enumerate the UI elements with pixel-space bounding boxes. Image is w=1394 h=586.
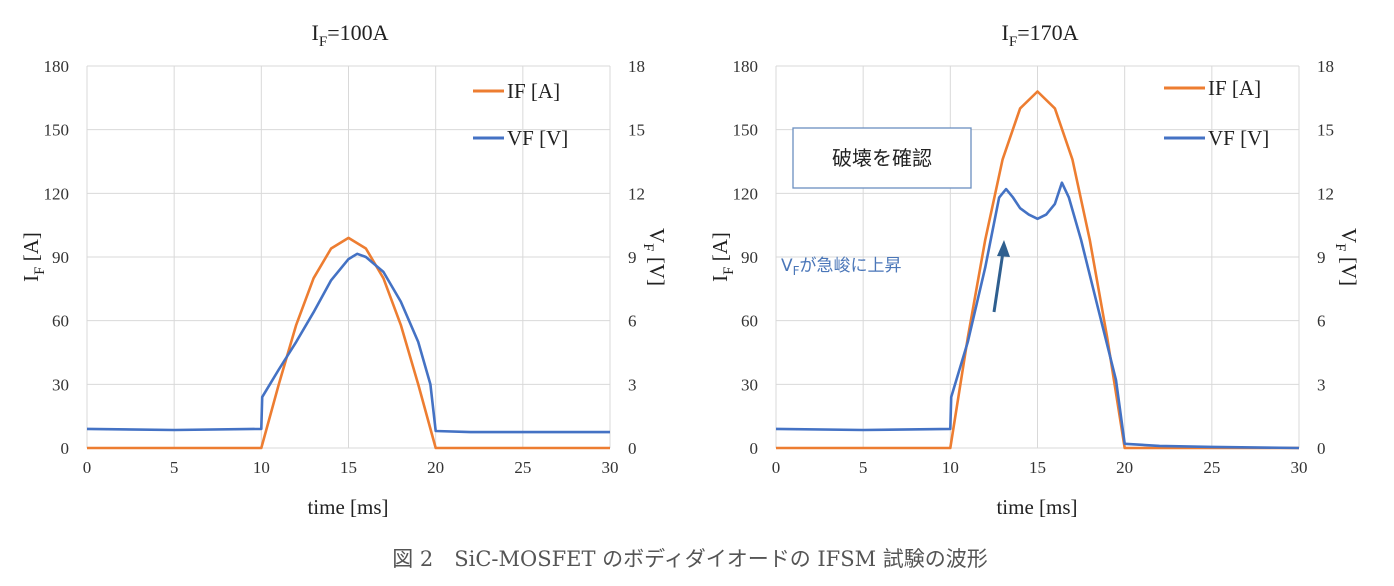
y2-tick-18: 18	[1317, 57, 1334, 76]
y2-tick-12: 12	[1317, 184, 1334, 203]
y-axis-label: IF [A]	[708, 232, 737, 282]
y2-tick-6: 6	[1317, 312, 1326, 331]
legend-label-if: IF [A]	[1208, 76, 1261, 100]
annotation: VFが急峻に上昇	[781, 240, 1010, 313]
x-axis-label: time [ms]	[996, 495, 1077, 519]
x-tick-0: 0	[83, 458, 92, 477]
y-axis-label: IF [A]	[19, 232, 48, 282]
x-tick-25: 25	[514, 458, 531, 477]
y-tick-150: 150	[44, 121, 70, 140]
y-tick-120: 120	[44, 184, 70, 203]
x-tick-labels: 0 5 10 15 20 25 30	[83, 458, 619, 477]
series-layer	[86, 236, 610, 450]
chart-if-100a: 0 5 10 15 20 25 30 0 30 60 90 120 150 180 0 3 6 9 12 15 18…	[19, 20, 669, 519]
x-tick-10: 10	[253, 458, 270, 477]
y2-tick-15: 15	[1317, 121, 1334, 140]
y2-tick-0: 0	[628, 439, 637, 458]
x-tick-10: 10	[942, 458, 959, 477]
x-tick-30: 30	[1291, 458, 1308, 477]
x-tick-5: 5	[170, 458, 179, 477]
series-line-vf	[86, 252, 610, 434]
callout-frame	[792, 127, 972, 189]
y-tick-30: 30	[52, 375, 69, 394]
x-axis-label: time [ms]	[307, 495, 388, 519]
legend-label-vf: VF [V]	[507, 126, 568, 150]
y2-axis-label: VF [V]	[1332, 228, 1361, 286]
annotation-text: VFが急峻に上昇	[781, 256, 902, 278]
callout-box: 破壊を確認	[792, 127, 972, 189]
y-tick-60: 60	[52, 312, 69, 331]
y-tick-90: 90	[52, 248, 69, 267]
annotation-arrow-shaft	[992, 251, 1005, 313]
y-tick-150: 150	[733, 121, 759, 140]
x-tick-25: 25	[1203, 458, 1220, 477]
y2-tick-3: 3	[1317, 375, 1326, 394]
y-tick-0: 0	[61, 439, 70, 458]
y-tick-labels: 0 30 60 90 120 150 180	[733, 57, 759, 458]
y2-tick-labels: 0 3 6 9 12 15 18	[1317, 57, 1334, 458]
series-layer	[775, 90, 1300, 450]
x-tick-20: 20	[427, 458, 444, 477]
y2-tick-0: 0	[1317, 439, 1326, 458]
y-tick-90: 90	[741, 248, 758, 267]
y-tick-labels: 0 30 60 90 120 150 180	[44, 57, 70, 458]
y-tick-180: 180	[733, 57, 759, 76]
y2-axis-label: VF [V]	[640, 228, 669, 286]
legend-label-if: IF [A]	[507, 79, 560, 103]
series-line-if	[87, 236, 610, 450]
y2-tick-15: 15	[628, 121, 645, 140]
x-tick-20: 20	[1116, 458, 1133, 477]
chart-if-170a: 0 5 10 15 20 25 30 0 30 60 90 120 150 180 0 3 6 9 12 15 18…	[708, 20, 1361, 519]
x-tick-30: 30	[602, 458, 619, 477]
annotation-arrow-head	[997, 240, 1010, 257]
legend: IF [A] VF [V]	[473, 79, 568, 150]
callout-text: 破壊を確認	[832, 146, 932, 170]
y2-tick-3: 3	[628, 375, 637, 394]
x-tick-15: 15	[1029, 458, 1046, 477]
legend-label-vf: VF [V]	[1208, 126, 1269, 150]
chart-title: IF=170A	[1002, 20, 1079, 50]
y2-tick-9: 9	[628, 248, 637, 267]
y-tick-60: 60	[741, 312, 758, 331]
y-tick-180: 180	[44, 57, 70, 76]
y-tick-0: 0	[750, 439, 759, 458]
chart-title: IF=100A	[312, 20, 389, 50]
y2-tick-6: 6	[628, 312, 637, 331]
x-tick-5: 5	[859, 458, 868, 477]
legend: IF [A] VF [V]	[1164, 76, 1269, 150]
series-line-vf	[775, 181, 1300, 450]
y2-tick-labels: 0 3 6 9 12 15 18	[628, 57, 645, 458]
y2-tick-18: 18	[628, 57, 645, 76]
y2-tick-12: 12	[628, 184, 645, 203]
y2-tick-9: 9	[1317, 248, 1326, 267]
x-tick-0: 0	[772, 458, 781, 477]
y-tick-30: 30	[741, 375, 758, 394]
y-tick-120: 120	[733, 184, 759, 203]
x-tick-15: 15	[340, 458, 357, 477]
figure-caption: 図 2 SiC-MOSFET のボディダイオードの IFSM 試験の波形	[392, 547, 988, 571]
x-tick-labels: 0 5 10 15 20 25 30	[772, 458, 1308, 477]
